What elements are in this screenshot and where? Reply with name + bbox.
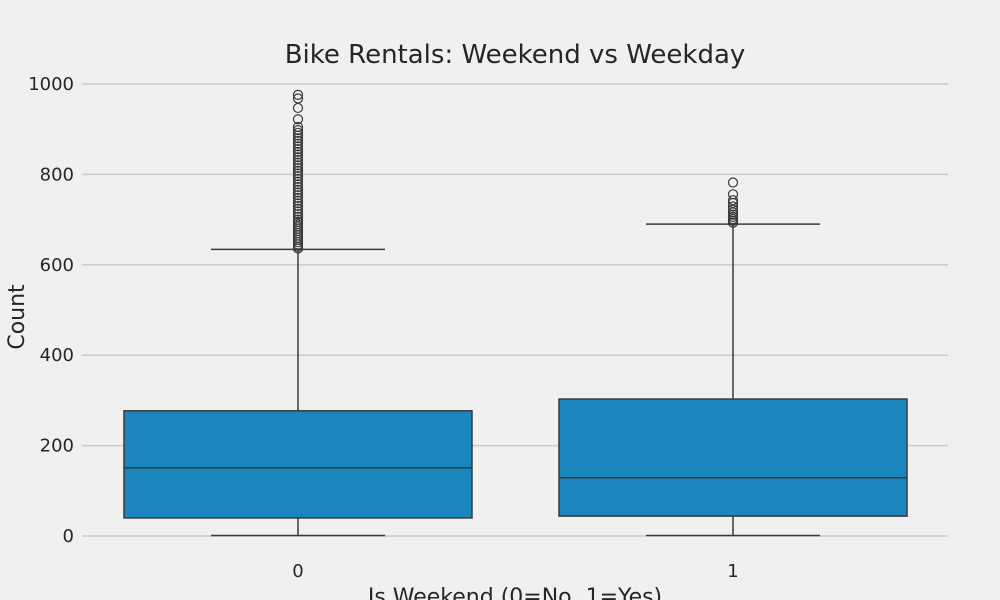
outlier-point [727,201,739,212]
outlier-point [292,203,304,214]
outlier-point [292,209,304,220]
y-tick-label: 200 [40,436,74,457]
y-tick-label: 800 [40,164,74,185]
x-tick-label: 1 [727,561,738,582]
outlier-point [292,127,304,138]
outlier-point [727,189,739,200]
outlier-point [292,154,304,166]
iqr-box [123,410,473,519]
outlier-point [292,162,304,174]
box-group-1 [558,177,908,537]
outlier-point [292,146,304,157]
x-axis-label: Is Weekend (0=No, 1=Yes) [368,585,662,600]
outlier-point [292,173,304,185]
tick-layer: 0 200 400 600 800 1000 0 1 [28,74,739,582]
outlier-point [292,214,304,225]
outlier-point [727,177,739,188]
outlier-point [292,125,304,136]
outlier-point [292,176,304,187]
outlier-point [292,192,304,204]
outlier-point [292,143,304,155]
outlier-point [292,171,304,182]
iqr-box [558,398,908,517]
x-tick-label: 0 [292,561,303,582]
chart-title: Bike Rentals: Weekend vs Weekday [285,40,746,70]
outlier-point [292,206,304,217]
y-tick-label: 400 [40,345,74,366]
outlier-point [292,198,304,209]
box-group-0 [123,89,473,537]
outlier-point [292,168,304,179]
outlier-point [292,133,304,144]
outlier-point [292,160,304,171]
outlier-point [292,184,304,195]
outlier-point [292,149,304,160]
outlier-point [292,190,304,201]
outlier-point [292,211,304,222]
y-tick-label: 1000 [28,74,74,95]
box-layer [123,89,908,537]
outlier-point [292,179,304,190]
outlier-point [292,114,304,125]
outlier-point [292,200,304,212]
outlier-point [292,102,304,114]
y-axis-label: Count [5,284,30,350]
y-tick-label: 0 [63,526,74,547]
outlier-point [292,165,304,176]
outlier-point [292,157,304,168]
outlier-point [292,152,304,163]
outlier-point [292,181,304,193]
outlier-point [292,138,304,149]
outlier-point [727,195,739,206]
outlier-point [292,141,304,152]
outlier-point [292,187,304,198]
outlier-point [292,121,304,133]
outlier-point [292,195,304,206]
outlier-point [292,135,304,147]
outlier-point [292,93,304,104]
y-tick-label: 600 [40,255,74,276]
outlier-point [292,89,304,100]
